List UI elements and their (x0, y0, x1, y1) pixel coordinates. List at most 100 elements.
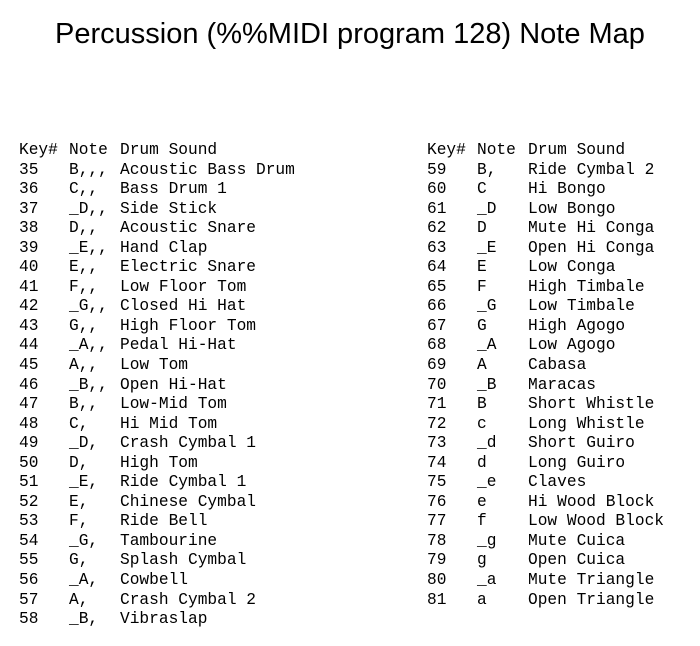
drum-sound-cell: Low Timbale (528, 297, 635, 316)
drum-sound-cell: High Floor Tom (120, 316, 256, 335)
table-row: 70 _B Maracas (427, 375, 596, 396)
note-cell: c (477, 414, 487, 433)
key-cell: 49 (19, 434, 39, 453)
key-cell: 64 (427, 258, 447, 277)
key-cell: 37 (19, 199, 39, 218)
note-cell: D, (69, 453, 89, 472)
drum-sound-cell: Side Stick (120, 199, 218, 218)
table-row: 77 f Low Wood Block (427, 512, 664, 532)
note-table-right: Key# Note Drum Sound 59 B, Ride Cymbal 2 60… (427, 141, 664, 610)
note-cell: _D, (69, 434, 99, 453)
drum-sound-cell: Open Hi Conga (528, 238, 655, 257)
key-cell: 71 (427, 395, 447, 414)
note-table-left: Key# Note Drum Sound 35 B,,, Acoustic Bass… (19, 141, 295, 630)
drum-sound-cell: Ride Bell (120, 512, 208, 531)
key-cell: 80 (427, 571, 447, 590)
key-cell: 38 (19, 219, 39, 238)
note-cell: _G, (69, 531, 99, 550)
table-row: 53 F, Ride Bell (19, 512, 207, 532)
drum-sound-cell: Maracas (528, 375, 596, 394)
table-row: 39 _E,, Hand Clap (19, 239, 207, 259)
drum-sound-cell: Hi Bongo (528, 180, 606, 199)
table-row: 35 B,,, Acoustic Bass Drum (19, 160, 295, 181)
note-cell: F,, (69, 277, 99, 296)
key-cell: 81 (427, 590, 447, 609)
note-cell: D,, (69, 219, 99, 238)
table-row: 69 A Cabasa (427, 356, 586, 376)
table-row: 38 D,, Acoustic Snare (19, 219, 256, 239)
note-cell: _A,, (69, 336, 108, 355)
table-row: 37 _D,, Side Stick (19, 199, 217, 220)
table-row: 71 B Short Whistle (427, 395, 654, 415)
drum-sound-cell: Crash Cymbal 2 (120, 590, 256, 609)
note-cell: g (477, 551, 487, 570)
note-cell: C,, (69, 180, 99, 199)
note-cell: _B, (69, 610, 99, 629)
note-cell: _B (477, 375, 497, 394)
drum-sound-cell: Low Wood Block (528, 512, 664, 531)
key-cell: 79 (427, 551, 447, 570)
note-cell: B (477, 395, 487, 414)
table-row: 65 F High Timbale (427, 278, 645, 298)
note-cell: d (477, 453, 487, 472)
note-cell: _A (477, 336, 497, 355)
key-cell: 41 (19, 277, 39, 296)
drum-sound-cell: Ride Cymbal 2 (528, 160, 655, 179)
table-row: 63 _E Open Hi Conga (427, 239, 654, 259)
key-cell: 52 (19, 492, 39, 511)
note-cell: B,, (69, 395, 99, 414)
note-cell: G (477, 316, 487, 335)
table-row: 62 D Mute Hi Conga (427, 219, 654, 239)
note-cell: _g (477, 531, 497, 550)
note-cell: A,, (69, 356, 99, 375)
drum-sound-cell: Short Guiro (528, 434, 635, 453)
key-cell: 42 (19, 297, 39, 316)
note-cell: _E,, (69, 238, 108, 257)
header-drum-sound: Drum Sound (528, 141, 626, 159)
drum-sound-cell: Low Floor Tom (120, 277, 247, 296)
note-cell: F (477, 277, 487, 296)
drum-sound-cell: Long Whistle (528, 414, 645, 433)
drum-sound-cell: Chinese Cymbal (120, 492, 256, 511)
note-cell: a (477, 590, 487, 609)
key-cell: 47 (19, 395, 39, 414)
drum-sound-cell: Low Agogo (528, 336, 616, 355)
key-cell: 72 (427, 414, 447, 433)
table-row: 44 _A,, Pedal Hi-Hat (19, 336, 237, 356)
table-row: 49 _D, Crash Cymbal 1 (19, 434, 256, 454)
table-header: Key# Note Drum Sound (427, 141, 625, 161)
key-cell: 70 (427, 375, 447, 394)
drum-sound-cell: Splash Cymbal (120, 551, 247, 570)
table-row: 76 e Hi Wood Block (427, 493, 654, 513)
table-row: 60 C Hi Bongo (427, 180, 606, 200)
drum-sound-cell: Low Conga (528, 258, 616, 277)
drum-sound-cell: Mute Triangle (528, 571, 655, 590)
drum-sound-cell: Hi Mid Tom (120, 414, 218, 433)
table-row: 45 A,, Low Tom (19, 356, 188, 376)
key-cell: 53 (19, 512, 39, 531)
table-row: 47 B,, Low-Mid Tom (19, 395, 227, 415)
header-key: Key# (427, 141, 466, 159)
note-cell: C, (69, 414, 89, 433)
drum-sound-cell: Hi Wood Block (528, 492, 655, 511)
key-cell: 73 (427, 434, 447, 453)
drum-sound-cell: Closed Hi Hat (120, 297, 247, 316)
key-cell: 55 (19, 551, 39, 570)
header-note: Note (477, 141, 516, 159)
table-row: 73 _d Short Guiro (427, 434, 635, 454)
table-row: 64 E Low Conga (427, 258, 615, 278)
key-cell: 74 (427, 453, 447, 472)
table-row: 55 G, Splash Cymbal (19, 551, 246, 571)
note-cell: A (477, 356, 487, 375)
note-cell: _d (477, 434, 497, 453)
table-row: 41 F,, Low Floor Tom (19, 277, 246, 298)
drum-sound-cell: Long Guiro (528, 453, 626, 472)
table-row: 59 B, Ride Cymbal 2 (427, 161, 654, 181)
note-cell: _E, (69, 473, 99, 492)
table-row: 67 G High Agogo (427, 317, 625, 337)
drum-sound-cell: Acoustic Snare (120, 219, 256, 238)
key-cell: 35 (19, 160, 39, 179)
header-drum-sound: Drum Sound (120, 141, 218, 159)
key-cell: 68 (427, 336, 447, 355)
note-cell: _a (477, 571, 497, 590)
